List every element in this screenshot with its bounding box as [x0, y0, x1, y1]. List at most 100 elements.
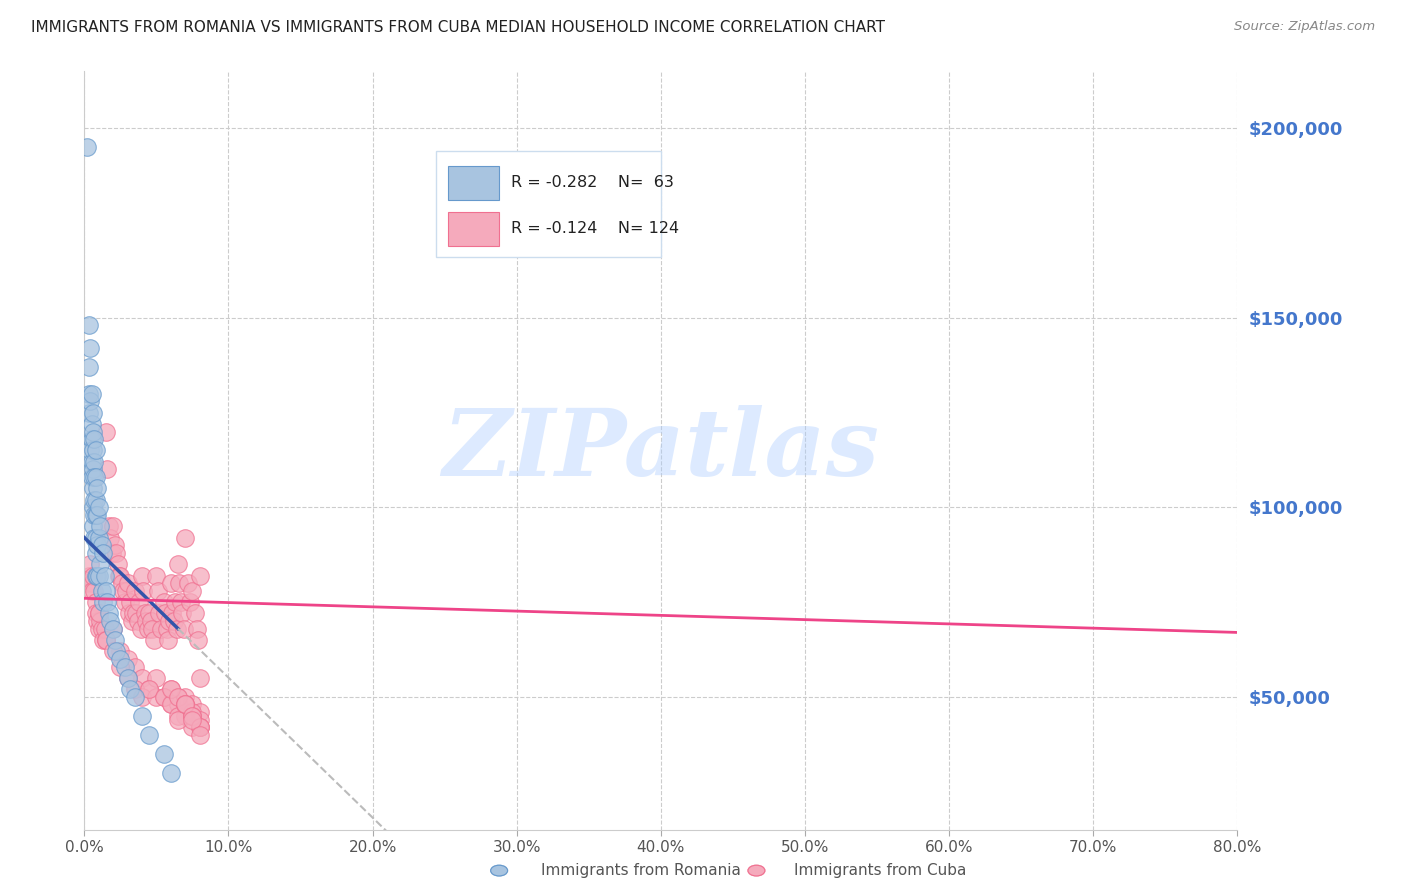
Point — [114, 659, 136, 673]
Point — [83, 508, 105, 522]
Point — [136, 622, 159, 636]
Point — [84, 508, 107, 522]
Point — [87, 622, 110, 636]
Point — [84, 568, 107, 582]
Point — [96, 462, 118, 476]
Point — [152, 747, 174, 761]
Point — [84, 492, 107, 507]
Point — [90, 583, 112, 598]
Point — [111, 576, 134, 591]
Point — [139, 614, 162, 628]
Point — [82, 425, 104, 439]
Point — [80, 386, 103, 401]
Point — [103, 622, 124, 636]
Point — [179, 595, 201, 609]
Text: IMMIGRANTS FROM ROMANIA VS IMMIGRANTS FROM CUBA MEDIAN HOUSEHOLD INCOME CORRELAT: IMMIGRANTS FROM ROMANIA VS IMMIGRANTS FR… — [31, 20, 884, 35]
Point — [135, 614, 157, 628]
Point — [104, 538, 127, 552]
Text: Source: ZipAtlas.com: Source: ZipAtlas.com — [1234, 20, 1375, 33]
Point — [167, 690, 190, 704]
Point — [98, 614, 121, 628]
Point — [131, 690, 153, 704]
Point — [160, 765, 183, 780]
Point — [174, 698, 197, 712]
Point — [160, 698, 183, 712]
Point — [87, 568, 110, 582]
Point — [145, 568, 167, 582]
Point — [184, 607, 207, 621]
Point — [79, 557, 101, 572]
Point — [87, 607, 110, 621]
Text: ZIPatlas: ZIPatlas — [443, 406, 879, 495]
Point — [77, 386, 100, 401]
Point — [141, 622, 163, 636]
Point — [91, 546, 114, 560]
Point — [80, 432, 103, 446]
Point — [181, 708, 204, 723]
Point — [174, 690, 197, 704]
Point — [104, 633, 127, 648]
Point — [87, 500, 110, 515]
FancyBboxPatch shape — [436, 151, 661, 257]
Point — [174, 708, 197, 723]
Point — [98, 531, 121, 545]
Point — [181, 698, 204, 712]
Point — [83, 432, 105, 446]
Point — [82, 443, 104, 458]
Point — [89, 614, 111, 628]
Point — [181, 583, 204, 598]
Point — [97, 607, 120, 621]
Point — [82, 482, 104, 496]
Point — [153, 607, 176, 621]
Point — [142, 633, 165, 648]
Point — [146, 583, 169, 598]
Point — [80, 470, 103, 484]
Point — [127, 614, 149, 628]
Text: Immigrants from Cuba: Immigrants from Cuba — [794, 863, 967, 878]
Point — [188, 720, 211, 734]
Point — [167, 557, 190, 572]
Point — [160, 682, 183, 697]
Point — [172, 607, 194, 621]
Point — [160, 698, 183, 712]
Point — [188, 713, 211, 727]
Point — [84, 607, 107, 621]
Point — [86, 482, 108, 496]
Point — [188, 720, 211, 734]
Point — [160, 576, 183, 591]
Point — [82, 568, 104, 582]
Point — [188, 705, 211, 719]
Point — [152, 595, 174, 609]
Point — [105, 546, 128, 560]
Point — [138, 607, 160, 621]
Bar — [447, 166, 499, 201]
Point — [80, 417, 103, 431]
Point — [77, 405, 100, 420]
Point — [160, 682, 183, 697]
Point — [170, 595, 193, 609]
Point — [128, 595, 150, 609]
Point — [82, 500, 104, 515]
Point — [120, 595, 142, 609]
Point — [188, 728, 211, 742]
Point — [181, 708, 204, 723]
Point — [80, 576, 103, 591]
Point — [91, 633, 114, 648]
Point — [108, 568, 131, 582]
Bar — [447, 211, 499, 245]
Point — [110, 652, 132, 666]
Point — [167, 698, 190, 712]
Point — [110, 644, 132, 658]
Point — [121, 614, 143, 628]
Point — [167, 713, 190, 727]
Point — [84, 470, 107, 484]
Point — [79, 394, 101, 409]
Point — [100, 546, 122, 560]
Point — [84, 531, 107, 545]
Point — [134, 607, 156, 621]
Point — [86, 568, 108, 582]
Point — [124, 682, 146, 697]
Point — [188, 671, 211, 685]
Point — [163, 614, 186, 628]
Point — [174, 698, 197, 712]
